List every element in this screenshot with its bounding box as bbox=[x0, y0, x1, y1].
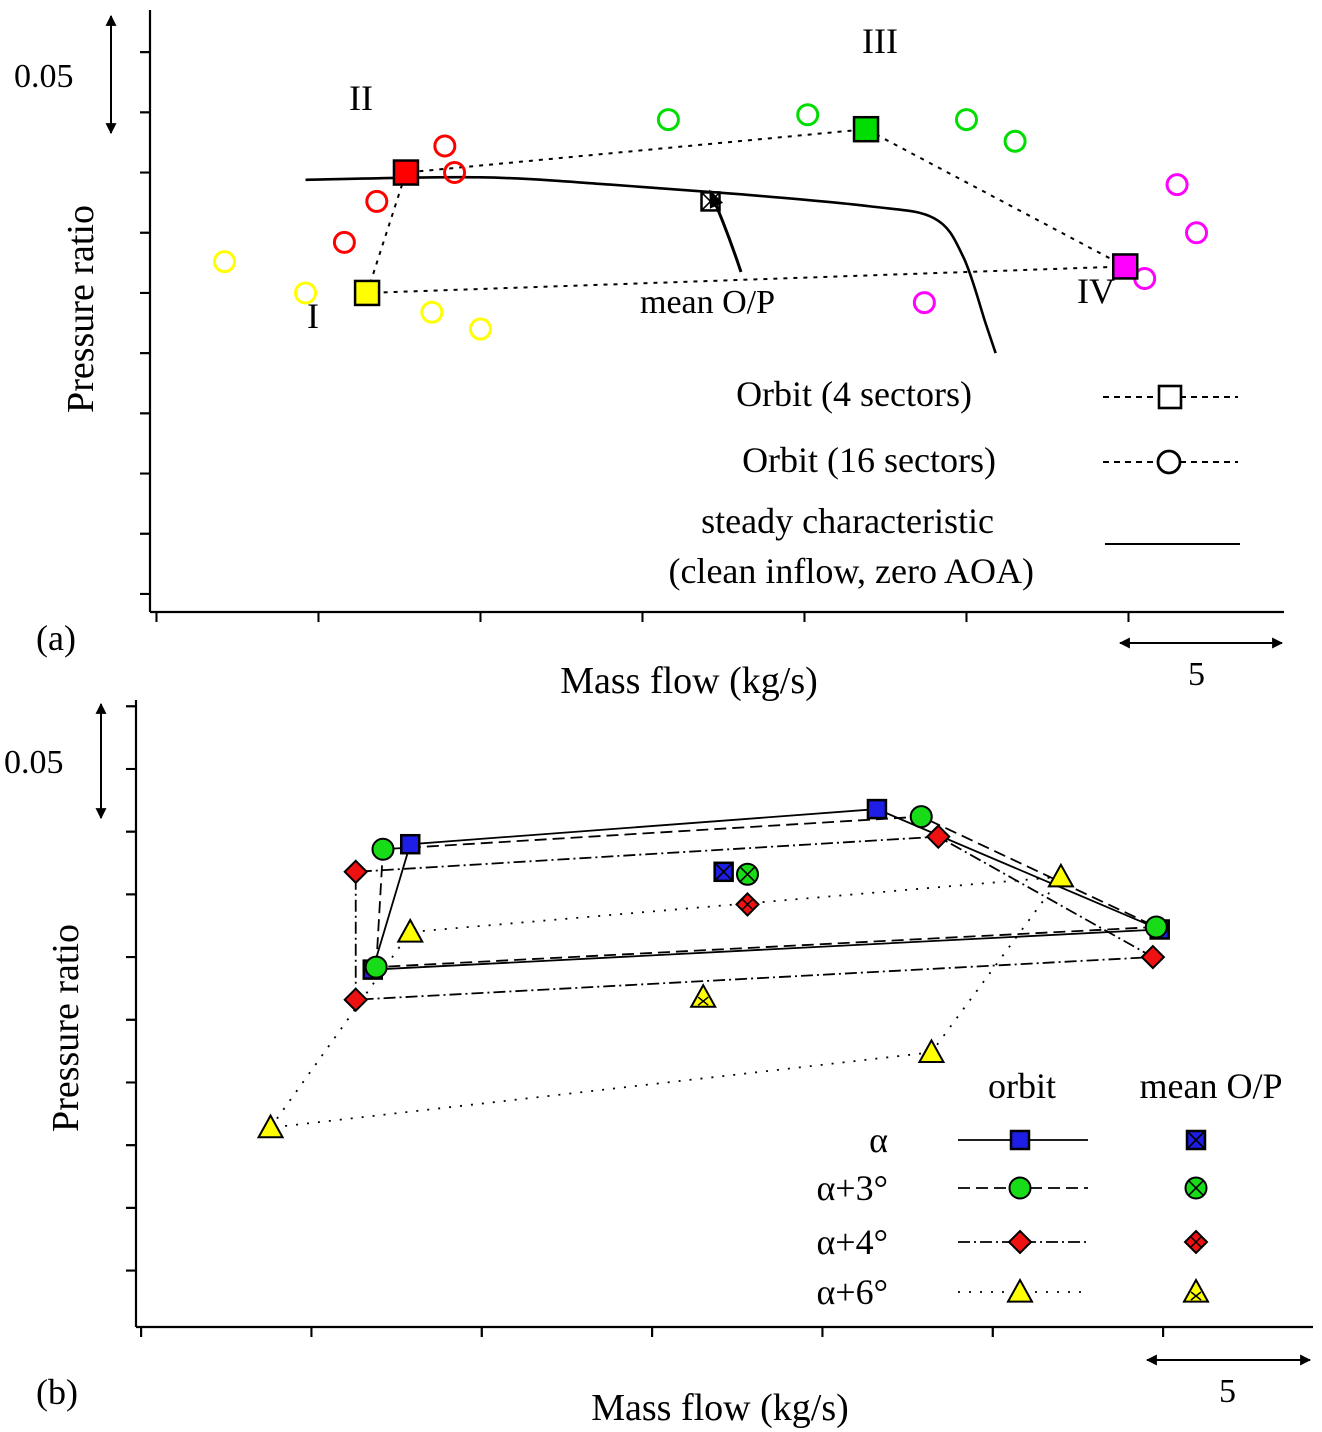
orbit-16-point bbox=[912, 291, 936, 315]
orbit-point-triangle bbox=[1047, 862, 1075, 888]
orbit-16-point bbox=[443, 161, 467, 185]
legend-mean-marker-triangle-cross bbox=[1190, 1291, 1202, 1301]
legend-marker-square bbox=[1157, 384, 1183, 410]
orbit-16-point bbox=[796, 103, 820, 127]
orbit-point-square bbox=[399, 833, 421, 855]
panel-a: 0.05 5 (a) Mass flow (kg/s) Pressure rat… bbox=[14, 10, 1284, 702]
legend-orbit-marker-diamond bbox=[1007, 1229, 1033, 1255]
orbit-point-circle bbox=[1144, 915, 1168, 939]
legend: orbit mean O/P α α+3° α+4° α+6° bbox=[816, 1066, 1282, 1312]
mean-op-point-circle-cross bbox=[739, 866, 756, 883]
orbit-16-point bbox=[1165, 173, 1189, 197]
mean-op-arrow bbox=[708, 189, 743, 273]
orbit-16-point bbox=[433, 134, 457, 158]
mean-op-annotation: mean O/P bbox=[640, 284, 775, 321]
orbit-label-i: I bbox=[307, 296, 319, 336]
legend-mean-marker-circle-cross bbox=[1188, 1180, 1204, 1196]
mean-op-point-diamond-cross bbox=[741, 898, 754, 910]
orbit-16-point bbox=[332, 230, 356, 254]
legend-mean-marker-triangle bbox=[1182, 1277, 1210, 1303]
orbit-4-point bbox=[353, 279, 381, 307]
orbit-point-circle bbox=[371, 837, 395, 861]
legend-label-steady: steady characteristic bbox=[701, 501, 994, 541]
orbit-line-circle bbox=[375, 815, 1157, 969]
orbit-16-point bbox=[365, 189, 389, 213]
orbit-point-diamond bbox=[343, 987, 369, 1013]
orbit-line-square bbox=[371, 808, 1161, 971]
orbit-4-sectors-line bbox=[365, 128, 1130, 294]
orbit-label-ii: II bbox=[349, 78, 373, 118]
orbit-16-point bbox=[656, 108, 680, 132]
legend-marker-circle bbox=[1156, 449, 1182, 475]
orbit-4-point bbox=[392, 159, 420, 186]
orbit-16-point bbox=[294, 281, 318, 305]
legend-label: α+4° bbox=[816, 1222, 888, 1262]
orbit-4-point bbox=[1111, 253, 1139, 280]
legend-header-mean: mean O/P bbox=[1140, 1066, 1283, 1106]
legend-label: α+6° bbox=[816, 1272, 888, 1312]
orbit-point-circle bbox=[364, 955, 388, 979]
orbit-label-iv: IV bbox=[1077, 271, 1115, 311]
orbit-16-point bbox=[954, 108, 978, 132]
legend-label-steady-2: (clean inflow, zero AOA) bbox=[668, 551, 1034, 591]
legend-orbit-marker-triangle bbox=[1006, 1277, 1034, 1303]
legend-label: α+3° bbox=[816, 1168, 888, 1208]
mean-op-point-triangle-cross bbox=[697, 996, 709, 1006]
legend: Orbit (4 sectors) Orbit (16 sectors) ste… bbox=[668, 374, 1240, 591]
orbit-point-triangle bbox=[256, 1113, 285, 1139]
y-scale-label: 0.05 bbox=[14, 58, 74, 95]
orbit-point-triangle bbox=[396, 917, 424, 943]
orbit-line-diamond bbox=[354, 835, 1157, 1001]
y-scale-label: 0.05 bbox=[4, 744, 64, 781]
panel-label: (a) bbox=[36, 618, 76, 658]
legend-header-orbit: orbit bbox=[988, 1066, 1056, 1106]
mean-op-point-triangle bbox=[689, 983, 717, 1008]
orbit-point-circle bbox=[909, 805, 933, 829]
mean-op-point-square-cross bbox=[714, 862, 734, 882]
orbit-label-iii: III bbox=[862, 21, 898, 61]
orbit-4-point bbox=[852, 115, 880, 143]
legend-label: α bbox=[869, 1120, 888, 1160]
orbit-16-point bbox=[468, 317, 492, 341]
legend-label-orbit-16: Orbit (16 sectors) bbox=[742, 440, 996, 480]
plot-area bbox=[213, 103, 1209, 354]
x-axis-label: Mass flow (kg/s) bbox=[591, 1387, 849, 1429]
plot-area bbox=[256, 798, 1170, 1139]
orbit-point-diamond bbox=[1140, 944, 1166, 970]
y-axis-label: Pressure ratio bbox=[60, 205, 102, 413]
x-ticks bbox=[126, 705, 1165, 1337]
panel-b: 0.05 5 (b) Mass flow (kg/s) Pressure rat… bbox=[4, 700, 1313, 1429]
orbit-point-diamond bbox=[343, 859, 369, 885]
panel-label: (b) bbox=[36, 1372, 78, 1412]
x-ticks bbox=[140, 51, 1130, 622]
steady-characteristic-line bbox=[305, 175, 997, 354]
orbit-point-diamond bbox=[925, 824, 951, 850]
x-scale-label: 5 bbox=[1219, 1373, 1236, 1410]
orbit-point-square bbox=[866, 798, 888, 820]
x-axis-label: Mass flow (kg/s) bbox=[560, 660, 818, 702]
legend-mean-marker-diamond-cross bbox=[1190, 1236, 1202, 1248]
legend-mean-marker-square-cross bbox=[1186, 1130, 1206, 1150]
x-scale-label: 5 bbox=[1188, 656, 1205, 693]
legend-orbit-marker-circle bbox=[1008, 1176, 1032, 1200]
orbit-16-point bbox=[213, 250, 237, 274]
orbit-16-point bbox=[420, 300, 444, 324]
y-axis-label: Pressure ratio bbox=[45, 924, 87, 1132]
orbit-16-point bbox=[1185, 221, 1209, 245]
legend-label-orbit-4: Orbit (4 sectors) bbox=[736, 374, 972, 414]
legend-orbit-marker-square bbox=[1009, 1129, 1031, 1151]
orbit-point-triangle bbox=[917, 1038, 946, 1063]
orbit-16-point bbox=[1003, 129, 1027, 153]
